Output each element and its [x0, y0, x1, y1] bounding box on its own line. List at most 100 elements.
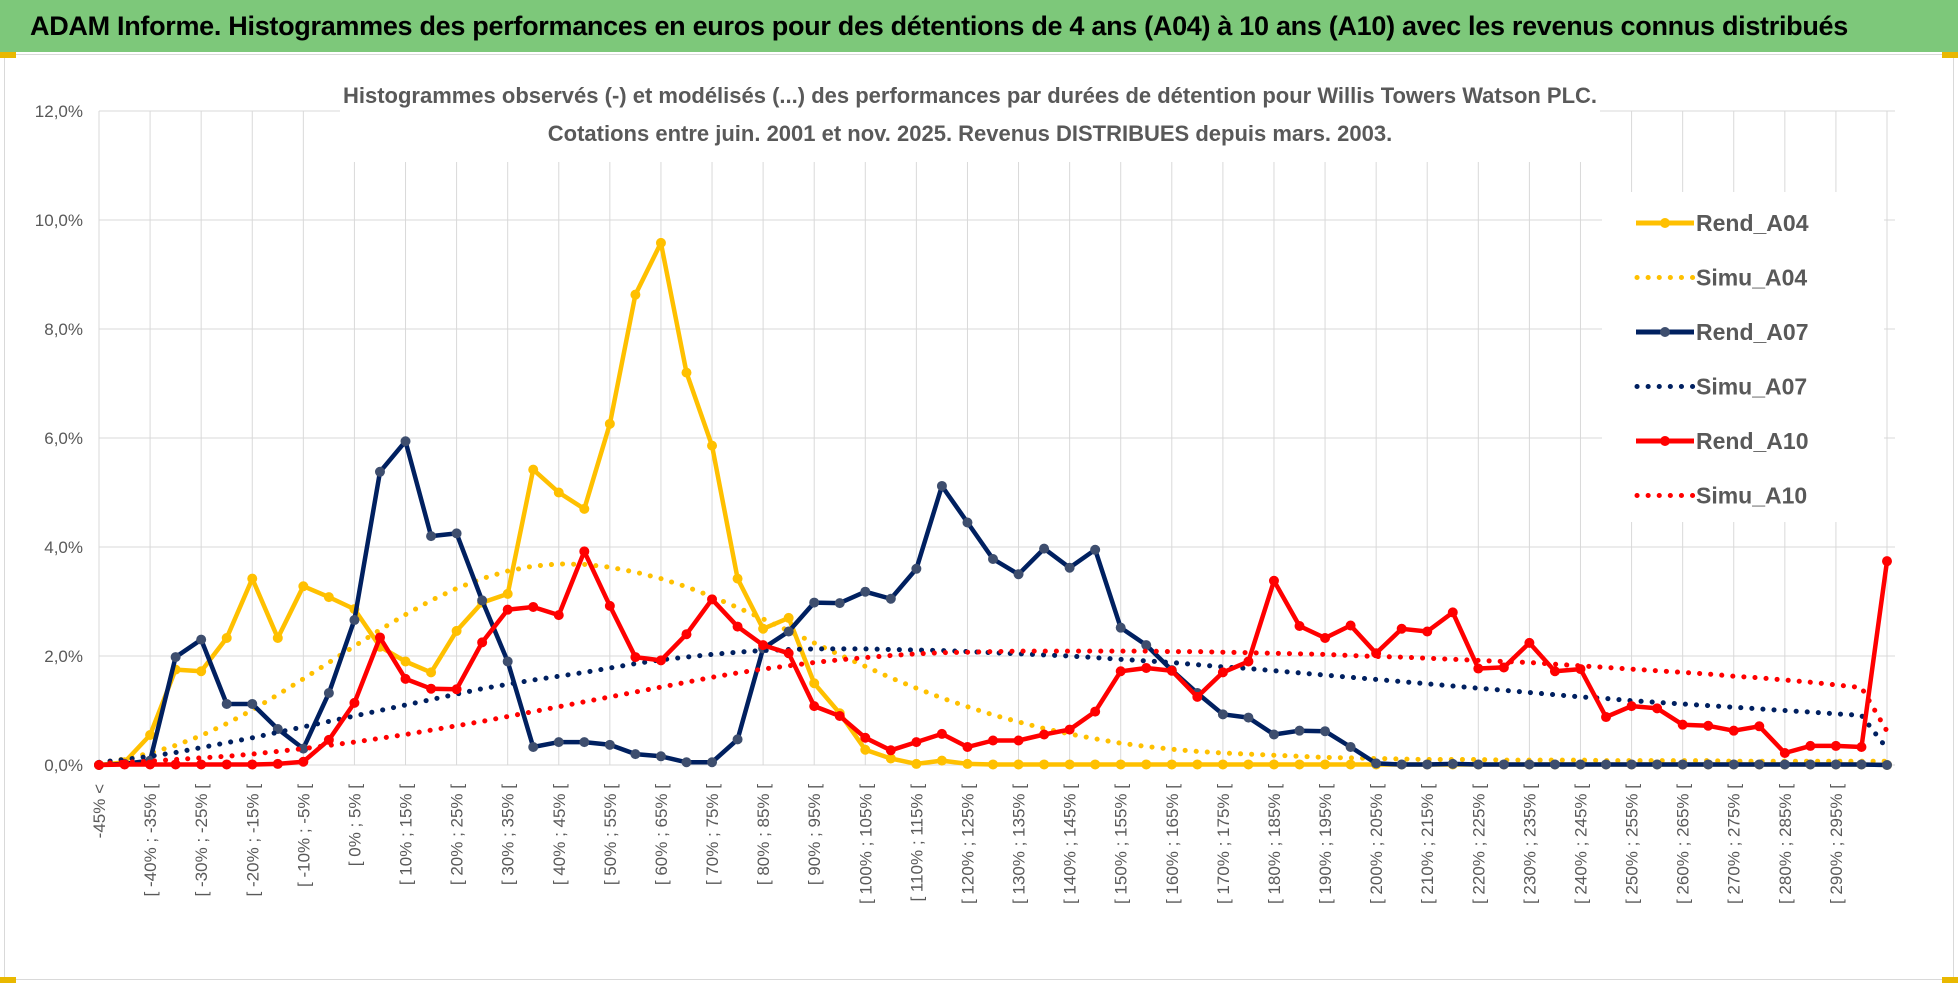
rend-a04-point [783, 612, 794, 623]
rend-a04-point [1345, 759, 1356, 770]
rend-a04-point [247, 573, 258, 584]
report-title: ADAM Informe. Histogrammes des performan… [30, 11, 1848, 41]
rend-a04-point [145, 730, 156, 741]
x-tick-label: [ 220% ; 225% [ [1469, 784, 1488, 904]
rend-a07-point [936, 480, 947, 491]
rend-a10-point [1882, 556, 1892, 567]
rend-a07-point [1473, 759, 1484, 770]
rend-a07-point [1882, 760, 1892, 770]
rend-a04-point [758, 623, 769, 634]
rend-a04-point [502, 588, 513, 599]
simu-a10-series-line [96, 648, 1890, 766]
rend-a10-point [681, 629, 692, 640]
rend-a07-point [196, 634, 207, 645]
x-tick-label: [ 250% ; 255% [ [1623, 784, 1642, 904]
rend-a10-point [1268, 575, 1279, 586]
y-tick-label: 0,0% [44, 756, 83, 775]
rend-a10-point [451, 684, 462, 695]
rend-a07-point [1703, 759, 1714, 770]
rend-a07-point [170, 652, 181, 663]
rend-a07-point [247, 698, 258, 709]
rend-a10-point [196, 759, 207, 770]
rend-a04-point [911, 758, 922, 769]
rend-a07-point [630, 749, 641, 760]
rend-a07-point [1549, 759, 1560, 770]
rend-a04-point [323, 592, 334, 603]
rend-a07-point [221, 698, 232, 709]
x-tick-label: [ 230% ; 235% [ [1520, 784, 1539, 904]
rend-a07-point [579, 737, 590, 748]
legend-label-rend-a04: Rend_A04 [1696, 210, 1809, 236]
rend-a04-point [655, 237, 666, 248]
rend-a10-point [1141, 662, 1152, 673]
rend-a07-point [1396, 759, 1407, 770]
y-tick-label: 2,0% [44, 647, 83, 666]
rend-a07-point [1447, 758, 1458, 769]
rend-a10-point [1652, 703, 1663, 714]
y-tick-label: 4,0% [44, 538, 83, 557]
rend-a07-point [604, 739, 615, 750]
legend-marker-rend-a10 [1660, 436, 1670, 446]
chart-frame [4, 54, 1954, 980]
legend-label-rend-a10: Rend_A10 [1696, 428, 1808, 454]
x-tick-label: [ 140% ; 145% [ [1061, 784, 1080, 904]
legend-label-simu-a04: Simu_A04 [1696, 265, 1807, 291]
rend-a07-point [528, 742, 539, 753]
corner-mark-bottom-right [1942, 977, 1958, 983]
rend-a07-point [1728, 759, 1739, 770]
rend-a10-point [1422, 626, 1433, 637]
rend-a10-point [1754, 721, 1765, 732]
legend-label-rend-a07: Rend_A07 [1696, 319, 1808, 345]
rend-a07-point [1064, 562, 1075, 573]
rend-a07-point [1217, 709, 1228, 720]
rend-a07-point [1805, 759, 1816, 770]
rend-a04-point [1320, 759, 1331, 770]
rend-a07-point [553, 737, 564, 748]
rend-a04-point [1039, 759, 1050, 770]
rend-a07-point [1345, 742, 1356, 753]
x-tick-label: [ 150% ; 155% [ [1112, 784, 1131, 904]
y-tick-label: 6,0% [44, 429, 83, 448]
corner-mark-top-right [1942, 52, 1958, 58]
rend-a10-point [1345, 620, 1356, 631]
x-tick-label: [ -20% ; -15% [ [243, 784, 262, 897]
rend-a10-point [400, 673, 411, 684]
rend-a04-point [860, 744, 871, 755]
rend-a07-point [962, 517, 973, 528]
x-tick-label: [ 110% ; 115% [ [907, 784, 926, 902]
rend-a10-point [1856, 742, 1867, 753]
x-tick-label: [ 50% ; 55% [ [601, 784, 620, 885]
rend-a10-point [655, 655, 666, 666]
rend-a07-point [1371, 758, 1382, 769]
rend-a07-point [1524, 759, 1535, 770]
rend-a10-point [783, 648, 794, 659]
rend-a07-point [860, 586, 871, 597]
rend-a07-point [323, 688, 334, 699]
rend-a10-point [604, 600, 615, 611]
rend-a07-point [1652, 759, 1663, 770]
rend-a04-point [604, 418, 615, 429]
x-tick-label: [ 210% ; 215% [ [1418, 784, 1437, 904]
rend-a07-point [911, 563, 922, 574]
rend-a04-point [1064, 759, 1075, 770]
x-tick-label: [ 200% ; 205% [ [1367, 784, 1386, 904]
rend-a10-point [988, 735, 998, 746]
rend-a10-point [1115, 666, 1126, 677]
rend-a07-point [1626, 759, 1637, 770]
x-tick-label: [ 240% ; 245% [ [1571, 784, 1590, 904]
rend-a04-point [451, 625, 462, 636]
corner-mark-bottom-left [0, 977, 16, 983]
rend-a07-point [1090, 544, 1101, 555]
x-tick-label: [ 160% ; 165% [ [1163, 784, 1182, 904]
rend-a10-point [911, 737, 922, 748]
title-background [340, 72, 1600, 162]
rend-a07-point [809, 597, 820, 608]
chart-title-line-2: Cotations entre juin. 2001 et nov. 2025.… [548, 121, 1392, 146]
rend-a07-point [732, 734, 743, 745]
rend-a10-point [553, 610, 564, 621]
rend-a10-point [502, 604, 513, 615]
rend-a04-point [221, 633, 232, 644]
rend-a07-point [1039, 543, 1050, 554]
rend-a10-point [1192, 691, 1203, 702]
